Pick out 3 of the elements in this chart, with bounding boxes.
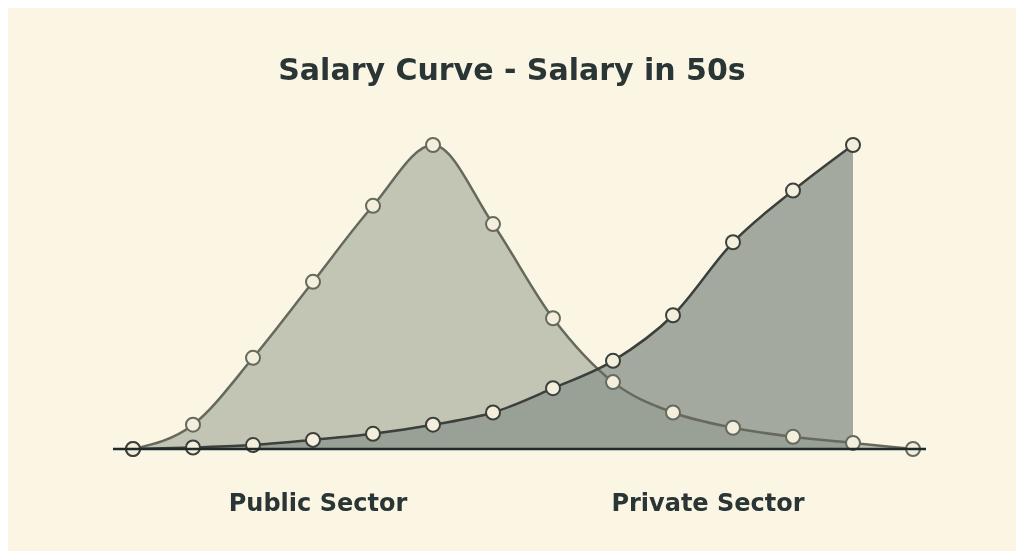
series-label: Private Sector [611,489,805,517]
chart-title: Salary Curve - Salary in 50s [278,52,746,87]
series-label: Public Sector [228,489,408,517]
